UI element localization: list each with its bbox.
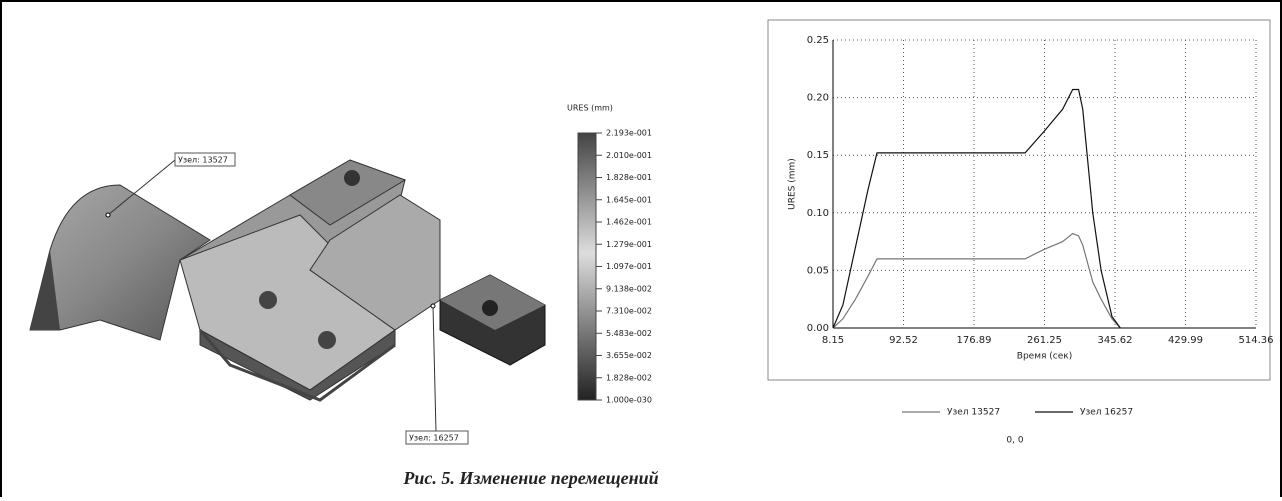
x-axis-label: Время (сек) <box>1017 352 1072 362</box>
y-axis-label: URES (mm) <box>788 158 798 210</box>
figure: Узел: 13527 Узел: 16257 URES (mm) Рис. 5… <box>0 0 1282 497</box>
colorbar-label: 1.000e-030 <box>606 396 652 405</box>
colorbar-label: 1.828e-001 <box>606 173 652 182</box>
y-tick-label: 0.25 <box>807 35 829 46</box>
colorbar-label: 2.193e-001 <box>606 129 652 138</box>
model <box>30 133 596 444</box>
status-text: 0, 0 <box>1006 436 1023 446</box>
x-tick-label: 261.25 <box>1027 335 1062 346</box>
colorbar-label: 3.655e-002 <box>606 351 652 360</box>
colorbar-label: 5.483e-002 <box>606 329 652 338</box>
colorbar-title: URES (mm) <box>567 104 613 113</box>
caption: Рис. 5. Изменение перемещений <box>402 468 658 488</box>
x-tick-label: 92.52 <box>889 335 918 346</box>
y-tick-label: 0.20 <box>807 93 829 104</box>
y-tick-label: 0.05 <box>807 265 829 276</box>
legend-label: Узел 16257 <box>1080 408 1133 418</box>
colorbar-label: 1.828e-002 <box>606 373 652 382</box>
colorbar-label: 2.010e-001 <box>606 151 652 160</box>
legend-label: Узел 13527 <box>947 408 1000 418</box>
y-tick-label: 0.10 <box>807 208 829 219</box>
x-tick-label: 176.89 <box>957 335 992 346</box>
chart-frame <box>768 20 1270 380</box>
colorbar-label: 7.310e-002 <box>606 307 652 316</box>
x-tick-label: 345.62 <box>1097 335 1132 346</box>
x-tick-label: 429.99 <box>1168 335 1203 346</box>
colorbar-label: 9.138e-002 <box>606 284 652 293</box>
y-tick-label: 0.15 <box>807 150 829 161</box>
x-tick-label: 8.15 <box>822 335 844 346</box>
y-tick-label: 0.00 <box>807 323 829 334</box>
x-tick-label: 514.36 <box>1239 335 1274 346</box>
node-label: Узел: 13527 <box>178 156 228 165</box>
node-label: Узел: 16257 <box>409 434 459 443</box>
colorbar-label: 1.279e-001 <box>606 240 652 249</box>
colorbar-label: 1.462e-001 <box>606 218 652 227</box>
colorbar-label: 1.097e-001 <box>606 262 652 271</box>
colorbar-label: 1.645e-001 <box>606 195 652 204</box>
